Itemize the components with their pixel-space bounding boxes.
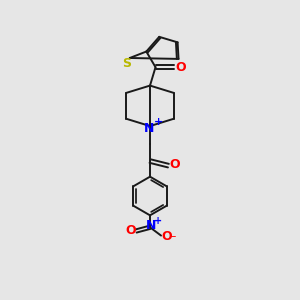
Text: O: O bbox=[125, 224, 136, 237]
Text: N: N bbox=[146, 219, 156, 232]
Text: O: O bbox=[175, 61, 186, 74]
Text: ⁻: ⁻ bbox=[169, 233, 176, 246]
Text: N: N bbox=[144, 122, 154, 135]
Text: +: + bbox=[154, 216, 162, 226]
Text: O: O bbox=[169, 158, 180, 171]
Text: S: S bbox=[122, 57, 131, 70]
Text: +: + bbox=[154, 117, 163, 128]
Text: O: O bbox=[162, 230, 172, 243]
